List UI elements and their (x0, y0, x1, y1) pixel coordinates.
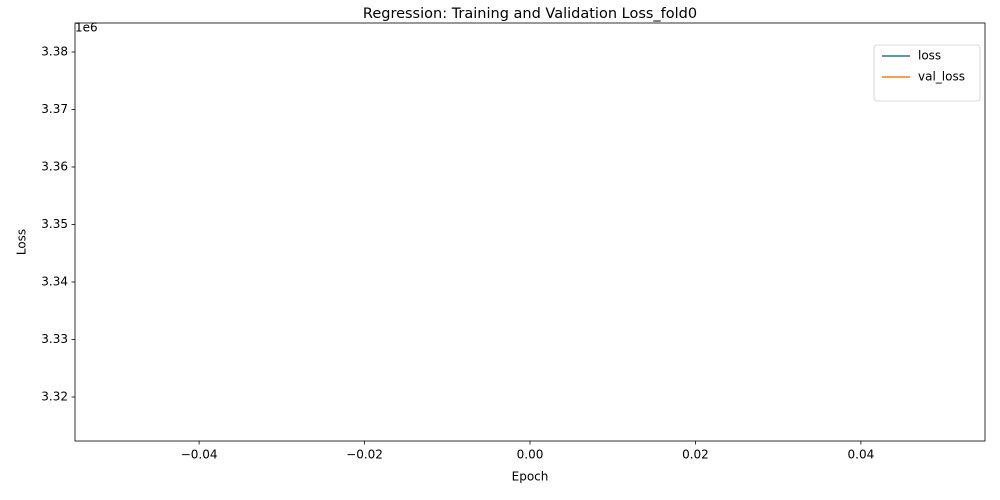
chart-title: Regression: Training and Validation Loss… (363, 6, 697, 22)
y-tick-label: 3.36 (41, 159, 68, 173)
legend-label: loss (918, 49, 941, 63)
y-offset-label: 1e6 (75, 21, 98, 35)
x-axis-label: Epoch (512, 470, 549, 484)
x-tick-label: 0.02 (682, 448, 709, 462)
y-tick-label: 3.35 (41, 217, 68, 231)
legend-box (873, 44, 981, 102)
y-tick-label: 3.37 (41, 102, 68, 116)
x-tick-label: 0.04 (848, 448, 875, 462)
y-tick-label: 3.38 (41, 44, 68, 58)
legend-label: val_loss (918, 70, 965, 84)
y-axis-label: Loss (15, 229, 29, 255)
x-tick-label: 0.00 (517, 448, 544, 462)
y-tick-label: 3.33 (41, 332, 68, 346)
x-tick-label: −0.02 (346, 448, 383, 462)
x-tick-label: −0.04 (181, 448, 218, 462)
y-tick-label: 3.32 (41, 390, 68, 404)
y-tick-label: 3.34 (41, 275, 68, 289)
